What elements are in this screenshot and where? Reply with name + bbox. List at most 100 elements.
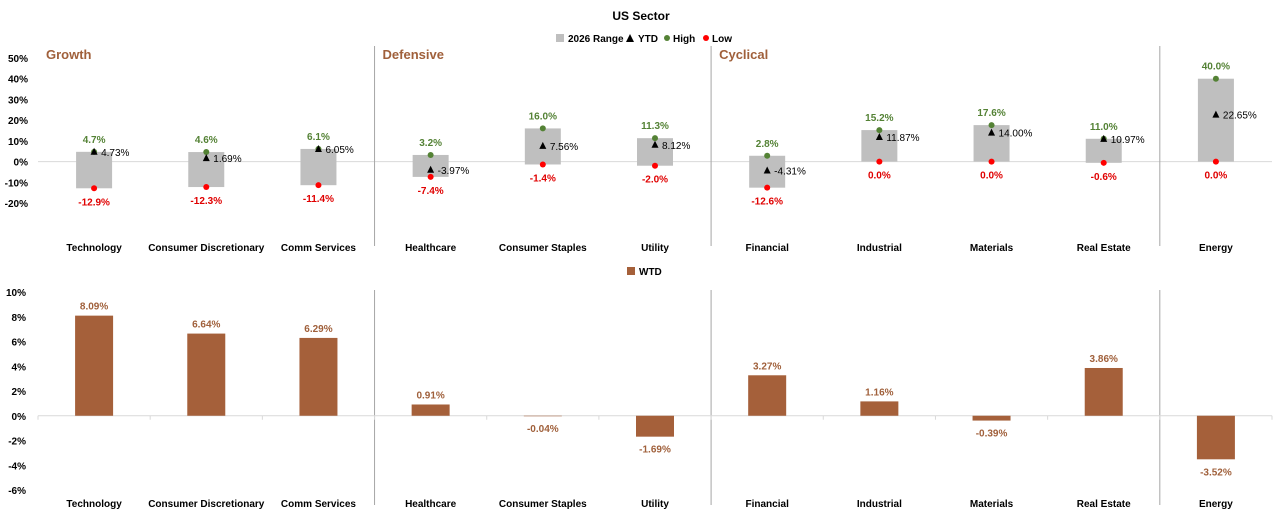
wtd-bar xyxy=(75,315,114,416)
group-label-defensive: Defensive xyxy=(383,47,444,62)
high-label: 11.3% xyxy=(641,121,669,132)
ytd-label: 10.97% xyxy=(1111,135,1145,146)
bottom-ytick-label: 6% xyxy=(12,338,27,349)
legend-range-swatch xyxy=(556,34,564,42)
top-ytick-label: 10% xyxy=(8,137,28,148)
ytd-label: 22.65% xyxy=(1223,111,1257,122)
low-marker xyxy=(539,161,546,168)
wtd-value-label: 6.64% xyxy=(192,320,220,331)
wtd-value-label: 1.16% xyxy=(865,387,893,398)
ytd-marker xyxy=(651,140,659,148)
high-label: 3.2% xyxy=(419,138,442,149)
wtd-value-label: -0.39% xyxy=(976,429,1008,440)
high-marker xyxy=(203,149,210,156)
bottom-category-label: Real Estate xyxy=(1077,499,1131,510)
ytd-label: -3.97% xyxy=(438,166,470,177)
top-category-label: Industrial xyxy=(857,243,902,254)
bottom-category-label: Utility xyxy=(641,499,669,510)
ytd-label: -4.31% xyxy=(774,166,806,177)
ytd-label: 11.87% xyxy=(886,133,919,144)
range-bar xyxy=(1085,138,1122,163)
legend-low-marker xyxy=(703,35,709,41)
wtd-bar xyxy=(1196,415,1235,460)
bottom-category-label: Energy xyxy=(1199,499,1233,510)
top-ytick-label: 0% xyxy=(14,158,29,169)
range-bar xyxy=(1197,78,1234,162)
low-label: -7.4% xyxy=(418,186,444,197)
ytd-marker xyxy=(90,147,98,155)
top-category-label: Healthcare xyxy=(405,243,457,254)
bottom-ytick-label: 4% xyxy=(12,362,27,373)
high-label: 15.2% xyxy=(865,113,893,124)
ytd-label: 4.73% xyxy=(101,148,129,159)
high-marker xyxy=(764,152,771,159)
legend-low-label: Low xyxy=(712,34,732,45)
bottom-ytick-label: -4% xyxy=(8,461,26,472)
legend-high-marker xyxy=(664,35,670,41)
bottom-category-label: Industrial xyxy=(857,499,902,510)
high-marker xyxy=(988,122,995,129)
low-label: 0.0% xyxy=(1205,171,1228,182)
low-marker xyxy=(876,158,883,165)
low-marker xyxy=(652,162,658,169)
ytd-marker xyxy=(427,165,435,173)
group-label-cyclical: Cyclical xyxy=(719,47,768,62)
ytd-marker xyxy=(314,145,322,153)
legend-wtd-label: WTD xyxy=(639,267,662,278)
low-marker xyxy=(764,184,771,191)
wtd-bar xyxy=(523,415,562,417)
low-marker xyxy=(427,173,434,180)
top-category-label: Consumer Discretionary xyxy=(148,243,265,254)
low-marker xyxy=(315,182,322,189)
wtd-bar xyxy=(299,337,338,416)
ytd-marker xyxy=(202,154,210,162)
low-label: -12.9% xyxy=(78,197,110,208)
high-label: 6.1% xyxy=(307,132,330,143)
wtd-bar xyxy=(860,401,899,416)
range-bar xyxy=(300,148,337,186)
ytd-label: 8.12% xyxy=(662,141,690,152)
legend-ytd-label: YTD xyxy=(638,34,658,45)
ytd-marker xyxy=(1100,134,1108,142)
top-ytick-label: 20% xyxy=(8,116,28,127)
bottom-category-label: Healthcare xyxy=(405,499,457,510)
range-bar xyxy=(76,151,113,189)
top-category-label: Materials xyxy=(970,243,1014,254)
low-marker xyxy=(988,158,995,165)
ytd-label: 7.56% xyxy=(550,142,578,153)
ytd-label: 1.69% xyxy=(213,154,241,165)
top-ytick-label: 50% xyxy=(8,54,28,65)
low-label: 0.0% xyxy=(980,171,1003,182)
wtd-value-label: 0.91% xyxy=(416,390,444,401)
top-category-label: Consumer Staples xyxy=(499,243,587,254)
wtd-value-label: -0.04% xyxy=(527,424,559,435)
low-label: -12.3% xyxy=(190,196,222,207)
top-ytick-label: -20% xyxy=(5,199,28,210)
wtd-bar xyxy=(748,375,787,416)
wtd-value-label: -1.69% xyxy=(639,445,671,456)
low-label: -1.4% xyxy=(530,173,556,184)
bottom-category-label: Consumer Discretionary xyxy=(148,499,265,510)
top-category-label: Comm Services xyxy=(281,243,356,254)
bottom-category-label: Comm Services xyxy=(281,499,356,510)
top-category-label: Financial xyxy=(746,243,790,254)
high-marker xyxy=(652,135,658,142)
wtd-value-label: 3.27% xyxy=(753,361,781,372)
low-label: -12.6% xyxy=(751,197,783,208)
top-category-label: Utility xyxy=(641,243,669,254)
low-marker xyxy=(1212,158,1219,165)
ytd-marker xyxy=(1212,110,1220,118)
ytd-marker xyxy=(988,128,996,136)
wtd-bar xyxy=(636,415,674,437)
low-marker xyxy=(91,185,98,192)
wtd-value-label: 3.86% xyxy=(1090,354,1118,365)
legend-ytd-marker xyxy=(626,34,634,42)
low-marker xyxy=(203,184,210,191)
top-ytick-label: 40% xyxy=(8,75,28,86)
bottom-ytick-label: -6% xyxy=(8,486,26,497)
high-label: 17.6% xyxy=(977,108,1005,119)
ytd-label: 6.05% xyxy=(325,145,353,156)
low-label: -0.6% xyxy=(1091,172,1117,183)
high-label: 2.8% xyxy=(756,139,779,150)
